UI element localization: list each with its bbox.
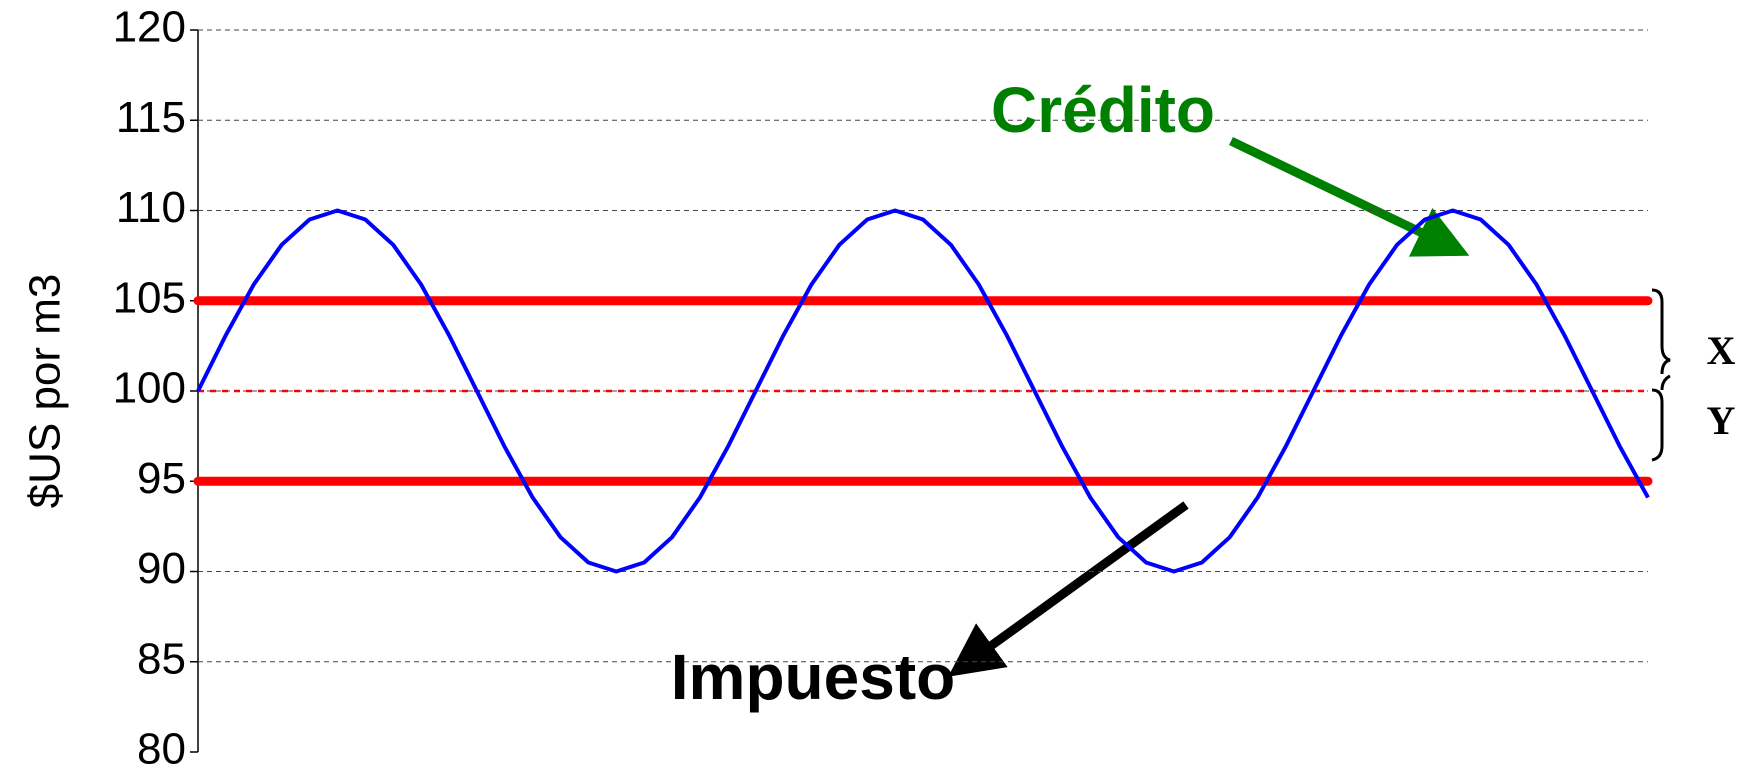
annotation: Crédito (991, 74, 1215, 146)
y-tick-label: 110 (116, 183, 186, 232)
y-tick-label: 105 (113, 273, 186, 322)
y-tick-label: 120 (113, 3, 186, 52)
arrow (1229, 136, 1470, 257)
y-tick-label: 90 (137, 544, 186, 593)
brace-label: X (1707, 328, 1736, 373)
line-series (196, 208, 1650, 574)
brace (1651, 388, 1664, 462)
brace (1660, 374, 1671, 391)
brace-label: Y (1707, 398, 1736, 443)
y-tick-label: 95 (137, 454, 186, 503)
y-tick-label: 80 (137, 725, 186, 774)
y-tick-label: 100 (113, 364, 186, 413)
arrow (948, 501, 1189, 677)
y-tick-label: 115 (116, 93, 186, 142)
annotation: Impuesto (671, 641, 955, 713)
y-axis-label: $US por m3 (21, 274, 70, 509)
brace (1651, 288, 1671, 375)
y-tick-label: 85 (137, 634, 186, 683)
